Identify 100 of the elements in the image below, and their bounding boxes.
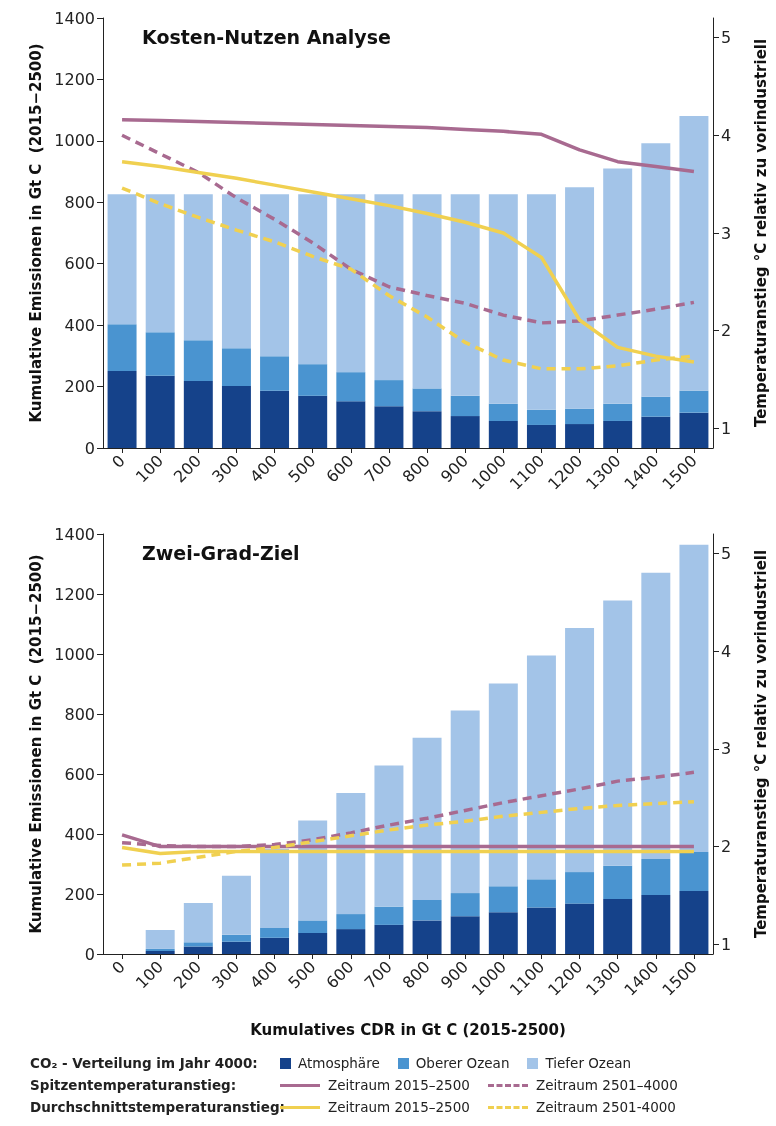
y2-tick-label: 4: [721, 641, 732, 661]
legend-label: Atmosphäre: [298, 1055, 380, 1071]
y-tick-label: 1000: [54, 644, 95, 664]
bar: [221, 941, 251, 954]
x-tick-label: 600: [322, 957, 358, 993]
y2-tick-label: 3: [721, 739, 732, 759]
bar: [450, 416, 480, 448]
bar: [565, 903, 595, 954]
legend-label: Zeitraum 2501–4000: [535, 1077, 678, 1093]
bar: [526, 655, 556, 880]
bar: [107, 324, 137, 371]
bar: [488, 420, 518, 448]
bar: [641, 143, 671, 397]
bar: [450, 194, 480, 396]
y2-tick-label: 2: [721, 321, 732, 341]
y-tick-label: 600: [64, 254, 95, 274]
y-tick-label: 1000: [54, 131, 95, 151]
bar: [565, 187, 595, 409]
bar: [260, 356, 290, 391]
bar: [565, 424, 595, 448]
y-tick-label: 0: [84, 438, 95, 458]
bar: [450, 916, 480, 954]
x-tick-label: 200: [170, 957, 206, 993]
x-tick-label: 800: [398, 957, 434, 993]
bar: [183, 946, 213, 954]
bar: [183, 340, 213, 382]
text: CO₂ - Verteilung im Jahr 4000:: [30, 1055, 259, 1071]
bar: [412, 411, 442, 448]
bar: [488, 912, 518, 954]
x-tick-label: 500: [284, 451, 320, 487]
bar: [526, 424, 556, 448]
bar: [374, 765, 404, 907]
x-tick-label: 700: [360, 451, 396, 487]
y2-tick-label: 2: [721, 837, 732, 857]
line-series: [120, 799, 696, 867]
bar: [374, 380, 404, 407]
bar: [412, 900, 442, 921]
bar: [183, 194, 213, 341]
bar: [526, 879, 556, 908]
bar: [260, 937, 290, 954]
bar: [336, 401, 366, 448]
y2-tick-label: 1: [721, 934, 732, 954]
x-tick-label: 400: [246, 451, 282, 487]
bar: [221, 934, 251, 942]
legend-label: Zeitraum 2015–2500: [328, 1077, 470, 1093]
bar: [336, 929, 366, 954]
bar: [145, 332, 175, 376]
bar: [603, 420, 633, 448]
bar: [603, 899, 633, 954]
legend-label: Zeitraum 2501-4000: [535, 1099, 676, 1115]
bar: [374, 406, 404, 448]
x-tick-label: 100: [131, 451, 167, 487]
y2-tick-label: 3: [721, 223, 732, 243]
bar: [221, 875, 251, 935]
bar: [450, 710, 480, 894]
y-axis-title: Kumulative Emissionen in Gt C (2015−2500): [26, 554, 45, 934]
bar: [183, 381, 213, 448]
y2-tick-label: 5: [721, 28, 732, 48]
y-tick-label: 200: [64, 884, 95, 904]
bar: [526, 409, 556, 425]
x-tick-label: 200: [170, 451, 206, 487]
y-axis-title: Kumulative Emissionen in Gt C (2015−2500): [26, 43, 45, 423]
x-tick-label: 0: [108, 451, 129, 472]
bar: [603, 168, 633, 404]
bar: [260, 848, 290, 928]
x-tick-label: 600: [322, 451, 358, 487]
y-tick-label: 800: [64, 192, 95, 212]
y-tick-label: 800: [64, 704, 95, 724]
chart-title: Kosten-Nutzen Analyse: [142, 25, 391, 48]
y-tick-label: 1200: [54, 584, 95, 604]
line-series: [120, 133, 696, 325]
bar: [488, 886, 518, 913]
bar: [641, 396, 671, 417]
text: Spitzentemperaturanstieg:: [30, 1077, 238, 1093]
bar: [641, 416, 671, 448]
bar: [183, 903, 213, 943]
bar: [336, 372, 366, 402]
x-tick-label: 400: [246, 957, 282, 993]
bar: [336, 194, 366, 373]
bar: [260, 194, 290, 357]
bar: [298, 364, 328, 396]
x-axis-title: Kumulatives CDR in Gt C (2015-2500): [250, 1020, 566, 1039]
bar: [603, 600, 633, 866]
bar: [298, 395, 328, 448]
bar: [641, 858, 671, 895]
x-tick-label: 900: [436, 957, 472, 993]
x-tick-label: 300: [208, 451, 244, 487]
bar: [488, 683, 518, 887]
bar: [183, 942, 213, 947]
text: Durchschnittstemperaturanstieg:: [30, 1099, 285, 1115]
line-series: [120, 770, 696, 849]
x-tick-label: 700: [360, 957, 396, 993]
bar: [526, 194, 556, 410]
bar: [526, 907, 556, 954]
bar: [679, 852, 709, 891]
bar: [641, 894, 671, 954]
y-tick-label: 1400: [54, 8, 95, 28]
y-tick-label: 600: [64, 764, 95, 784]
x-tick-label: 0: [108, 957, 129, 978]
y-tick-label: 200: [64, 377, 95, 397]
